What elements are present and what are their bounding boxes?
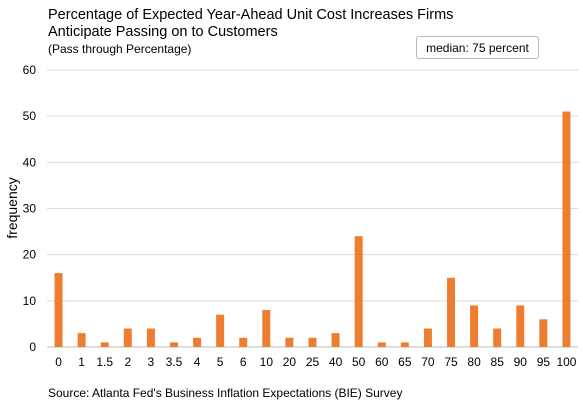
- x-tick-label: 70: [421, 355, 435, 369]
- y-tick-label: 60: [23, 63, 37, 77]
- x-tick-label: 75: [444, 355, 458, 369]
- y-tick-label: 40: [23, 155, 37, 169]
- bar: [239, 337, 248, 347]
- x-tick-label: 85: [491, 355, 505, 369]
- bar: [77, 333, 86, 347]
- x-tick-label: 65: [398, 355, 412, 369]
- x-tick-label: 100: [556, 355, 576, 369]
- bar: [447, 277, 456, 347]
- bar: [516, 305, 525, 347]
- bar: [377, 342, 386, 347]
- bar: [423, 328, 432, 347]
- y-tick-label: 20: [23, 248, 37, 262]
- y-tick-label: 0: [29, 340, 36, 354]
- x-tick-label: 50: [352, 355, 366, 369]
- y-tick-label: 10: [23, 294, 37, 308]
- bar: [354, 236, 363, 347]
- x-tick-label: 1: [78, 355, 85, 369]
- bar: [285, 337, 294, 347]
- bar: [308, 337, 317, 347]
- bar: [262, 310, 271, 347]
- bar: [123, 328, 132, 347]
- y-tick-label: 50: [23, 109, 37, 123]
- x-tick-label: 6: [240, 355, 247, 369]
- grid-lines: [47, 69, 578, 348]
- y-tick-labels: 0 10 20 30 40 50 60: [23, 63, 37, 354]
- x-tick-label: 5: [217, 355, 224, 369]
- bar: [493, 328, 502, 347]
- bar: [470, 305, 479, 347]
- x-tick-labels: 0 1 1.5 2 3 3.5 4 5 6 10 20 25 40 50 60 65 70 75 80 85 90 95 1…: [55, 355, 577, 369]
- x-tick-label: 3.5: [166, 355, 183, 369]
- x-tick-label: 95: [537, 355, 551, 369]
- bar: [169, 342, 178, 347]
- x-tick-label: 80: [467, 355, 481, 369]
- x-tick-label: 10: [260, 355, 274, 369]
- bar: [146, 328, 155, 347]
- chart-title-line-2: Anticipate Passing on to Customers: [48, 24, 278, 40]
- chart-title-line-1: Percentage of Expected Year-Ahead Unit C…: [48, 7, 454, 23]
- x-tick-label: 90: [514, 355, 528, 369]
- bar: [331, 333, 340, 347]
- bar: [100, 342, 109, 347]
- bar: [216, 314, 225, 347]
- source-note: Source: Atlanta Fed's Business Inflation…: [48, 386, 403, 400]
- x-tick-label: 40: [329, 355, 343, 369]
- x-tick-label: 0: [55, 355, 62, 369]
- chart-title: Percentage of Expected Year-Ahead Unit C…: [48, 7, 453, 41]
- bar: [539, 319, 548, 347]
- bar: [54, 273, 63, 347]
- x-tick-label: 3: [148, 355, 155, 369]
- bars: [54, 111, 571, 347]
- y-axis-label: frequency: [4, 177, 20, 238]
- x-tick-label: 4: [194, 355, 201, 369]
- x-tick-label: 2: [124, 355, 131, 369]
- x-tick-label: 25: [306, 355, 320, 369]
- chart-subtitle: (Pass through Percentage): [48, 42, 192, 56]
- x-tick-label: 20: [283, 355, 297, 369]
- y-tick-label: 30: [23, 202, 37, 216]
- bar: [400, 342, 409, 347]
- x-tick-label: 60: [375, 355, 389, 369]
- bar: [562, 111, 571, 347]
- x-tick-label: 1.5: [96, 355, 113, 369]
- bar: [193, 337, 202, 347]
- median-annotation: median: 75 percent: [416, 36, 539, 59]
